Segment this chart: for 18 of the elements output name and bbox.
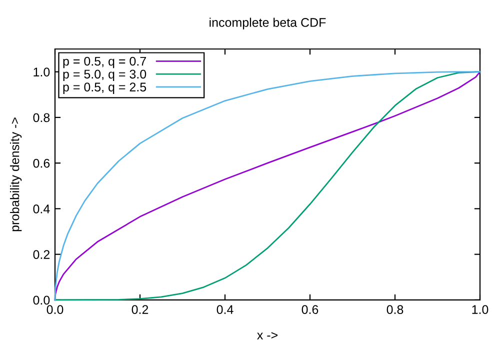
- y-tick-label: 1.0: [34, 68, 50, 76]
- y-tick-label: 0.0: [33, 296, 50, 305]
- y-tick-label: 0.8: [33, 113, 50, 122]
- x-tick-label: 0.8: [386, 305, 404, 314]
- y-tick-label: 0.2: [33, 250, 50, 259]
- x-tick-label: 0.0: [46, 305, 64, 314]
- legend-label: p = 0.5, q = 2.5: [63, 82, 146, 94]
- x-axis-title: x ->: [257, 332, 278, 340]
- y-tick-label: 0.4: [33, 204, 50, 214]
- x-tick-label: 0.4: [216, 305, 234, 314]
- x-tick-label: 0.6: [302, 305, 318, 314]
- legend-label: p = 0.5, q = 0.7: [63, 56, 146, 68]
- x-tick-label: 1.0: [472, 305, 488, 314]
- y-axis-title: probability density ->: [10, 118, 22, 232]
- y-tick-label: 0.6: [33, 158, 50, 168]
- legend-label: p = 5.0, q = 3.0: [63, 70, 146, 82]
- x-tick-label: 0.2: [132, 305, 148, 314]
- chart-title: incomplete beta CDF: [210, 18, 326, 30]
